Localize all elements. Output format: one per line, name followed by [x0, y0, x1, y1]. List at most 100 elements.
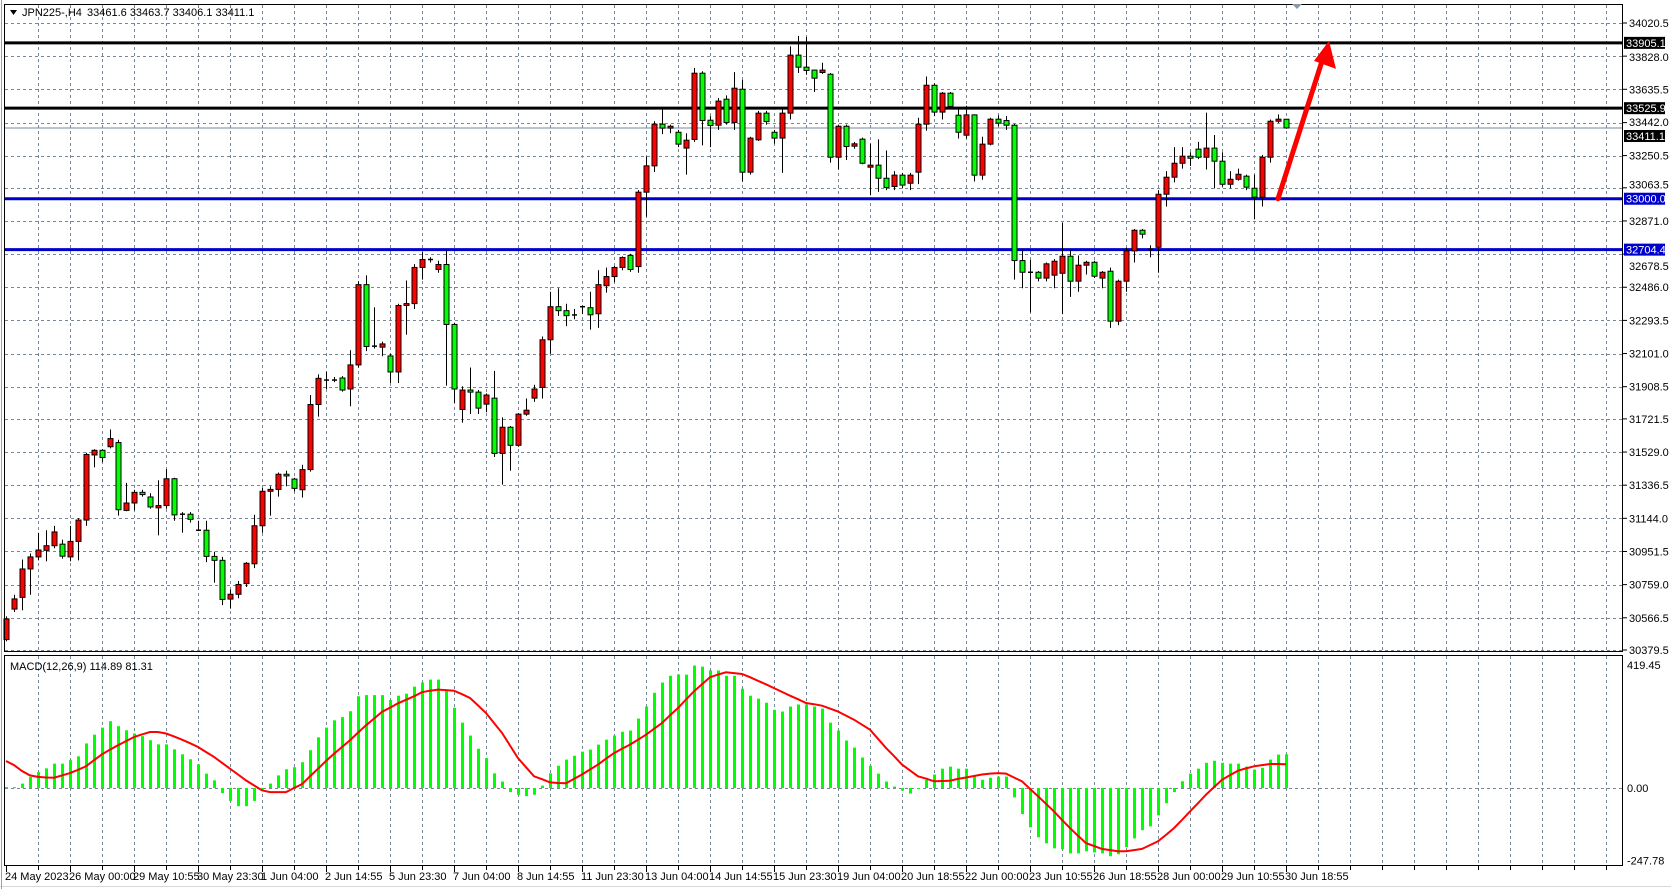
macd-histogram-bar — [837, 730, 840, 788]
price-tick-label: 31721.5 — [1629, 414, 1669, 426]
macd-histogram-bar — [397, 695, 400, 788]
candle-bull — [1155, 193, 1162, 248]
macd-histogram-bar — [93, 734, 96, 788]
macd-histogram-bar — [437, 679, 440, 788]
candle-bear — [827, 73, 834, 158]
candle-bull — [483, 394, 490, 405]
horizontal-lines[interactable] — [5, 41, 1623, 252]
trend-arrow[interactable] — [1275, 40, 1336, 202]
macd-histogram-bar — [605, 739, 608, 788]
time-tick-label: 28 Jun 00:00 — [1157, 871, 1221, 883]
candle-bull — [1163, 176, 1170, 195]
candle-bull — [435, 264, 442, 271]
candle-bear — [211, 555, 218, 561]
time-tick-label: 14 Jun 14:55 — [709, 871, 773, 883]
candle-bull — [355, 284, 362, 366]
macd-histogram-bar — [597, 744, 600, 788]
candle-bear — [875, 164, 882, 179]
macd-histogram-bar — [389, 700, 392, 788]
macd-histogram-bar — [1013, 788, 1016, 798]
triangle-down-icon[interactable] — [10, 10, 17, 15]
macd-histogram-bar — [365, 695, 368, 788]
macd-histogram-bar — [1269, 759, 1272, 788]
candle-bull — [1171, 162, 1178, 178]
macd-histogram-bar — [733, 675, 736, 788]
candle-bear — [59, 543, 66, 557]
chart-shift-marker-icon[interactable] — [1292, 4, 1302, 9]
candle-bear — [771, 131, 778, 139]
time-tick-label: 5 Jun 23:30 — [389, 871, 447, 883]
price-tick-label: 31529.0 — [1629, 447, 1669, 459]
candle-bull — [1267, 120, 1274, 158]
candle-bull — [979, 143, 986, 176]
candle-bull — [19, 568, 26, 598]
candle-bear — [859, 138, 866, 164]
candle-bear — [1139, 229, 1146, 235]
candle-bull — [611, 266, 618, 278]
candle-bull — [411, 266, 418, 305]
candle-bear — [1019, 260, 1026, 273]
macd-histogram-bar — [581, 751, 584, 788]
macd-histogram-bar — [1037, 788, 1040, 838]
macd-histogram-bar — [797, 704, 800, 788]
candle-bull — [499, 426, 506, 454]
macd-histogram-bar — [717, 670, 720, 788]
candle-bull — [131, 491, 138, 504]
candle-bull — [907, 174, 914, 184]
macd-histogram-bar — [1277, 754, 1280, 788]
macd-histogram-bar — [29, 776, 32, 788]
candle-bull — [43, 545, 50, 551]
macd-histogram-bar — [1237, 763, 1240, 788]
macd-histogram-bar — [429, 679, 432, 788]
macd-histogram-bar — [205, 773, 208, 788]
macd-histogram-bar — [1149, 788, 1152, 827]
time-tick-label: 26 Jun 18:55 — [1093, 871, 1157, 883]
candle-bear — [1091, 261, 1098, 277]
macd-histogram-bar — [501, 781, 504, 788]
macd-histogram-bar — [869, 765, 872, 788]
macd-histogram-bar — [749, 695, 752, 788]
symbol-label: JPN225-,H4 — [22, 7, 82, 19]
price-tick-label: 31336.5 — [1629, 480, 1669, 492]
candle-bear — [1067, 255, 1074, 282]
support-price-label: 33000.0 — [1626, 194, 1666, 206]
arrow-head-icon[interactable] — [1314, 40, 1336, 69]
time-tick-label: 15 Jun 23:30 — [773, 871, 837, 883]
macd-histogram-bar — [1205, 762, 1208, 788]
candle-bear — [187, 513, 194, 520]
macd-histogram-bar — [1197, 768, 1200, 788]
candle-bear — [147, 496, 154, 508]
candle-bear — [1243, 175, 1250, 188]
macd-histogram-bar — [125, 730, 128, 788]
candle-bull — [1051, 260, 1058, 276]
time-tick-label: 7 Jun 04:00 — [453, 871, 511, 883]
macd-histogram-bar — [461, 722, 464, 788]
candle-bull — [667, 125, 674, 129]
macd-histogram-bar — [805, 704, 808, 788]
macd-histogram-bar — [1029, 788, 1032, 828]
macd-histogram-bar — [989, 777, 992, 788]
bid-price-label: 33411.1 — [1626, 131, 1665, 143]
macd-histogram-bar — [1077, 788, 1080, 854]
price-tick-label: 32486.0 — [1629, 282, 1669, 294]
candle-bear — [675, 131, 682, 145]
macd-histogram-bar — [853, 747, 856, 788]
candle-bear — [1283, 118, 1290, 129]
candle-bear — [203, 529, 210, 557]
macd-histogram-bar — [1125, 788, 1128, 848]
candle-bull — [1179, 155, 1186, 164]
macd-histogram-bar — [541, 785, 544, 788]
macd-histogram-bar — [525, 788, 528, 797]
macd-histogram-bar — [629, 730, 632, 788]
arrow-shaft[interactable] — [1275, 52, 1327, 202]
macd-histogram-bar — [509, 788, 512, 793]
candle-bear — [139, 491, 146, 496]
candle-bear — [947, 92, 954, 107]
macd-histogram-bar — [341, 717, 344, 788]
macd-histogram-bar — [549, 773, 552, 788]
macd-histogram-bar — [349, 711, 352, 788]
candle-bull — [235, 583, 242, 595]
candle-bull — [1275, 118, 1282, 122]
price-tick-label: 32871.0 — [1629, 216, 1669, 228]
